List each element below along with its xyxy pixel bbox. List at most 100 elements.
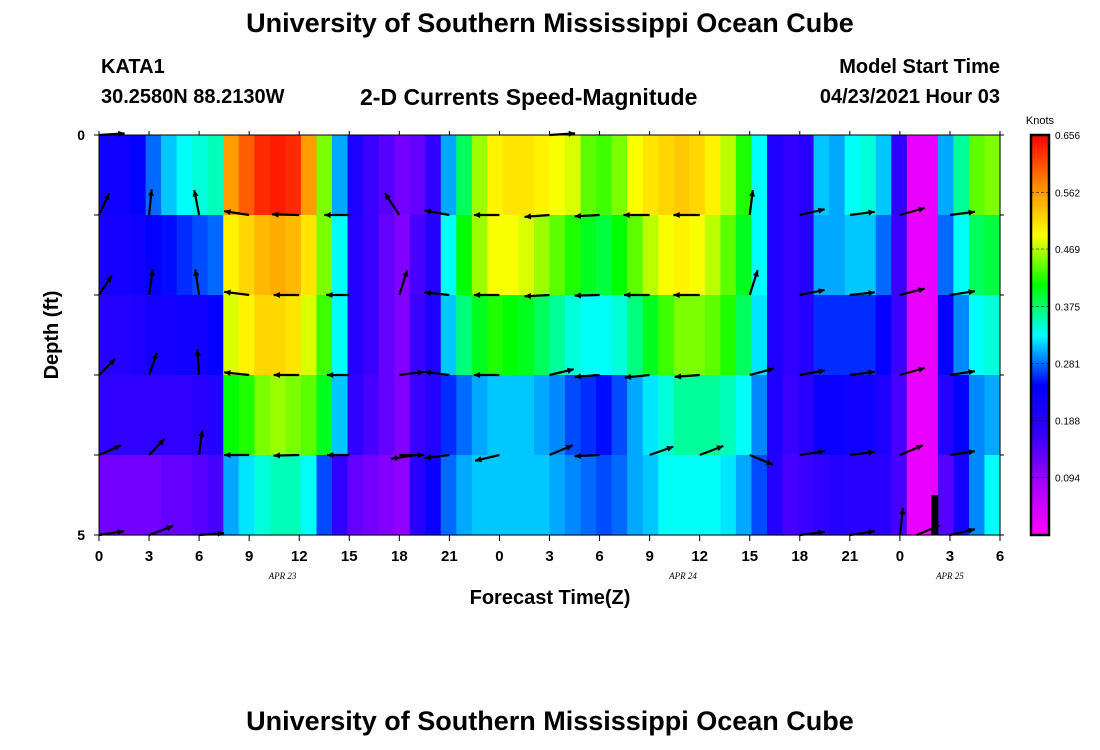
heatmap-cell [766,295,784,376]
current-vector [749,453,774,466]
data-marker [931,495,939,535]
heatmap-cell [238,455,255,536]
heatmap-cell [611,215,628,296]
heatmap-cell [953,135,970,216]
heatmap-cell [906,375,923,456]
heatmap-cell [223,215,240,296]
heatmap-cell [440,295,457,376]
current-vector [849,290,875,297]
heatmap-cell [782,455,799,536]
heatmap-cell [440,135,457,216]
current-vector [849,449,875,457]
heatmap-cell [456,455,473,536]
heatmap-cell [347,455,364,536]
heatmap-cell [689,215,706,296]
heatmap-cell [238,215,255,296]
current-vector [673,292,700,298]
date-label: APR 23 [268,571,297,581]
heatmap-cell [766,375,784,456]
heatmap-cell [611,295,628,376]
heatmap-cell [332,375,349,456]
heatmap-cell [720,375,737,456]
heatmap-cell [642,135,659,216]
heatmap-cell [161,215,178,296]
heatmap-cell [316,135,333,216]
current-vector [148,438,166,456]
heatmap-cell [518,135,535,216]
current-vector [549,444,573,457]
x-tick-label: 0 [95,548,103,565]
heatmap-cell [704,375,721,456]
heatmap-cell [891,135,908,216]
heatmap-cell [813,295,830,376]
x-tick-label: 0 [495,548,503,565]
heatmap-cell [673,135,690,216]
heatmap-cell [549,215,566,296]
current-vector [98,275,113,296]
heatmap-cell [161,375,178,456]
current-vector [549,367,575,377]
heatmap-cell [518,215,535,296]
heatmap-cell [860,375,877,456]
colorbar-tick-label: 0.562 [1055,188,1080,199]
heatmap-cell [844,295,861,376]
current-vector [98,529,125,537]
heatmap-cell [347,215,364,296]
heatmap-cell [130,375,147,456]
current-vector [574,373,600,380]
heatmap-cell [456,135,473,216]
x-tick-label: 18 [791,548,808,565]
heatmap-cell [502,295,520,376]
heatmap-cell [673,455,690,536]
y-tick-label: 0 [77,127,85,143]
current-vector [473,212,500,218]
date-label: APR 24 [668,571,697,581]
heatmap-cell [798,135,815,216]
chart-title: 2-D Currents Speed-Magnitude [360,84,698,110]
heatmap-cell [860,295,877,376]
heatmap-cell [176,295,193,376]
x-tick-label: 15 [341,548,358,565]
heatmap-cell [161,295,178,376]
current-vector [649,445,674,457]
colorbar-gradient [1029,133,1051,537]
x-tick-label: 18 [391,548,408,565]
heatmap-cell [300,295,318,376]
heatmap-cell [300,375,318,456]
colorbar: 0.656 0.562 0.469 0.375 0.281 0.188 0.094 Knots [1026,115,1080,537]
heatmap-cell [984,455,1001,536]
heatmap-cell [565,295,582,376]
heatmap-cell [363,215,380,296]
heatmap-cell [409,215,426,296]
heatmap-cell [627,295,644,376]
current-vector [224,289,250,297]
heatmap-cell [518,455,535,536]
x-tick-label: 3 [145,548,153,565]
heatmap-cell [347,375,364,456]
heatmap-cell [456,375,473,456]
heatmap-cell [782,295,799,376]
heatmap-cell [766,135,784,216]
heatmap-cell [394,455,411,536]
heatmap-cell [922,295,939,376]
heatmap-cell [673,215,690,296]
heatmap-cell [580,135,597,216]
heatmap-cell [394,135,411,216]
colorbar-tick-label: 0.094 [1055,474,1080,485]
heatmap-cell [145,135,162,216]
heatmap-cell [798,375,815,456]
current-vector [273,292,300,298]
heatmap-cell [689,295,706,376]
heatmap-cell [580,295,597,376]
x-tick-label: 6 [595,548,603,565]
heatmap-cell [906,295,923,376]
heatmap-cell [316,375,333,456]
heatmap-cell [425,375,442,456]
heatmap-cell [782,375,799,456]
heatmap-cell [704,295,721,376]
heatmap-cell [735,455,753,536]
heatmap-cell [704,215,721,296]
heatmap-cell [968,455,986,536]
heatmap-cell [860,455,877,536]
heatmap-cell [285,295,302,376]
